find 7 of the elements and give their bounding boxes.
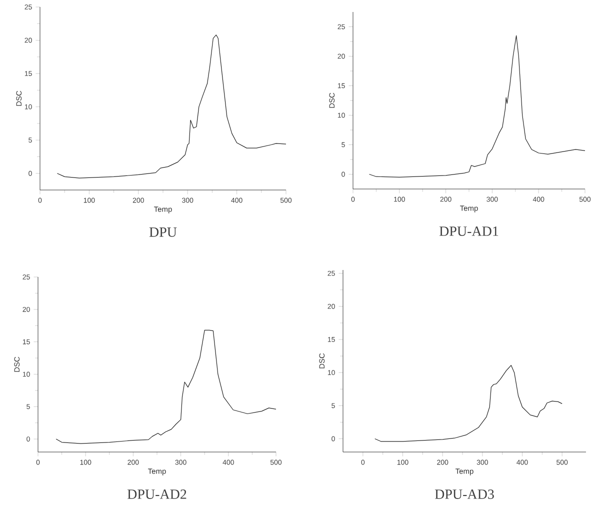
text: DPU-AD3 [434,490,494,499]
text: DPU-AD1 [439,226,498,236]
text: DPU-AD2 [127,490,186,499]
line-series [374,365,562,442]
text: DPU [149,228,177,237]
line-series [56,34,286,178]
line-series [56,330,276,444]
